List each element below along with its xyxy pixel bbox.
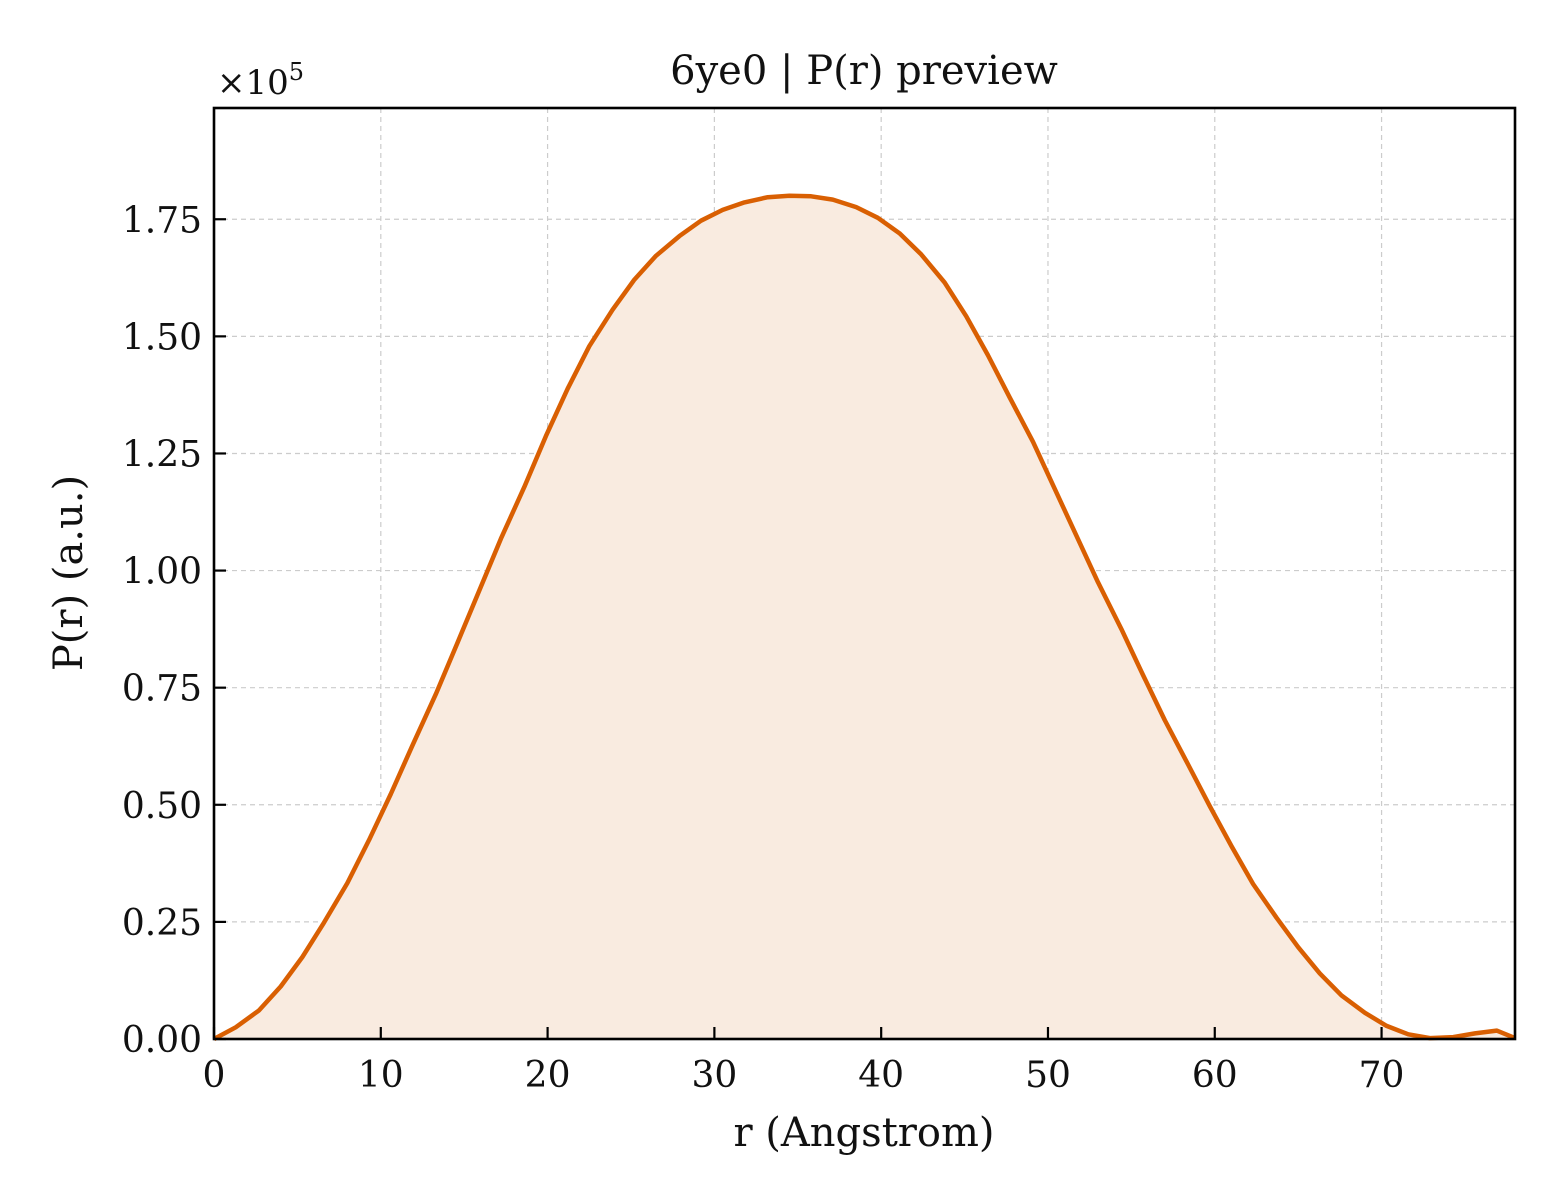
x-tick-label: 0 — [203, 1055, 226, 1096]
y-tick-label: 0.00 — [122, 1020, 202, 1061]
chart-title: 6ye0 | P(r) preview — [670, 48, 1058, 94]
y-offset-exponent: 5 — [289, 58, 304, 86]
x-tick-label: 20 — [525, 1055, 571, 1096]
y-tick-label: 1.25 — [122, 434, 202, 475]
y-tick-label: 0.25 — [122, 903, 202, 944]
y-tick-label: 0.75 — [122, 669, 202, 710]
y-axis-label: P(r) (a.u.) — [46, 475, 92, 671]
y-tick-label: 1.50 — [122, 317, 202, 358]
y-offset-base: ×10 — [217, 63, 289, 103]
x-tick-label: 50 — [1025, 1055, 1071, 1096]
series-area-fill — [214, 195, 1515, 1040]
x-tick-label: 30 — [691, 1055, 737, 1096]
plot-frame — [212, 106, 1517, 1041]
y-tick-label: 1.75 — [122, 200, 202, 241]
y-offset-label: ×105 — [217, 58, 304, 103]
x-tick-label: 70 — [1359, 1055, 1405, 1096]
x-tick-label: 40 — [858, 1055, 904, 1096]
axis-ticks: 0 10 20 30 40 50 60 70 0.00 0.25 0.50 0.75 1.00 1.25 1… — [122, 200, 1405, 1096]
x-tick-label: 10 — [358, 1055, 404, 1096]
series-line — [212, 193, 1516, 1041]
y-tick-label: 0.50 — [122, 786, 202, 827]
y-tick-label: 1.00 — [122, 552, 202, 593]
x-tick-label: 60 — [1192, 1055, 1238, 1096]
x-axis-label: r (Angstrom) — [733, 1110, 994, 1156]
